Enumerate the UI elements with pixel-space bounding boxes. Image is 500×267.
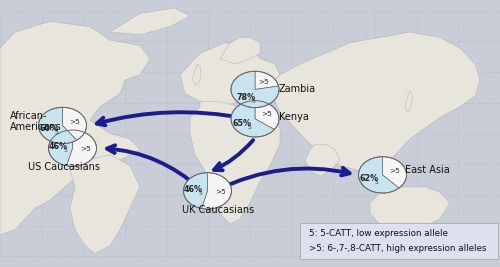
Polygon shape xyxy=(62,107,86,140)
Text: >5: >5 xyxy=(80,146,91,152)
Text: Zambia: Zambia xyxy=(279,84,316,94)
Text: >5: >5 xyxy=(390,168,400,174)
Polygon shape xyxy=(110,8,190,35)
Text: 65%: 65% xyxy=(232,119,252,128)
Text: 60%: 60% xyxy=(40,124,58,133)
Text: 46%: 46% xyxy=(48,142,68,151)
Polygon shape xyxy=(370,187,450,230)
FancyBboxPatch shape xyxy=(300,223,498,259)
Polygon shape xyxy=(184,173,208,209)
Text: 78%: 78% xyxy=(236,93,256,102)
Polygon shape xyxy=(270,32,480,171)
Polygon shape xyxy=(358,157,399,193)
Text: UK Caucasians: UK Caucasians xyxy=(182,205,255,215)
FancyArrowPatch shape xyxy=(218,168,350,190)
Polygon shape xyxy=(190,101,280,224)
Polygon shape xyxy=(180,43,280,107)
Polygon shape xyxy=(255,101,279,129)
Text: >5: >5 xyxy=(70,119,80,125)
Polygon shape xyxy=(220,37,260,64)
Polygon shape xyxy=(48,130,72,166)
Text: 62%: 62% xyxy=(360,174,378,183)
Polygon shape xyxy=(66,130,96,166)
Text: >5: 6-,7-,8-CATT, high expression alleles: >5: 6-,7-,8-CATT, high expression allele… xyxy=(309,244,486,253)
Text: US Caucasians: US Caucasians xyxy=(28,162,100,172)
Text: Kenya: Kenya xyxy=(279,112,309,123)
Polygon shape xyxy=(70,155,140,254)
Text: >5: >5 xyxy=(262,111,272,117)
Polygon shape xyxy=(405,91,412,112)
Polygon shape xyxy=(231,71,279,108)
Text: >5: >5 xyxy=(258,79,269,85)
Text: African-
Americans: African- Americans xyxy=(10,111,62,132)
FancyArrowPatch shape xyxy=(214,140,253,170)
Polygon shape xyxy=(305,144,340,176)
FancyArrowPatch shape xyxy=(97,112,245,125)
Text: 5: 5 xyxy=(374,180,378,185)
Polygon shape xyxy=(38,107,76,144)
Polygon shape xyxy=(0,21,150,235)
Text: >5: >5 xyxy=(215,189,226,195)
Text: 5: 5 xyxy=(248,125,252,130)
Text: 46%: 46% xyxy=(184,185,203,194)
Text: 5: 5 xyxy=(251,99,255,104)
Polygon shape xyxy=(192,64,201,85)
Text: 5: 5 xyxy=(64,148,68,153)
Polygon shape xyxy=(382,157,406,188)
Polygon shape xyxy=(202,173,232,209)
FancyArrowPatch shape xyxy=(107,145,200,189)
Text: 5: 5 xyxy=(54,130,58,135)
Text: 5: 5-CATT, low expression allele: 5: 5-CATT, low expression allele xyxy=(309,229,448,238)
Polygon shape xyxy=(231,101,274,137)
Text: East Asia: East Asia xyxy=(405,164,450,175)
Text: 5: 5 xyxy=(198,191,202,196)
Polygon shape xyxy=(255,71,278,89)
